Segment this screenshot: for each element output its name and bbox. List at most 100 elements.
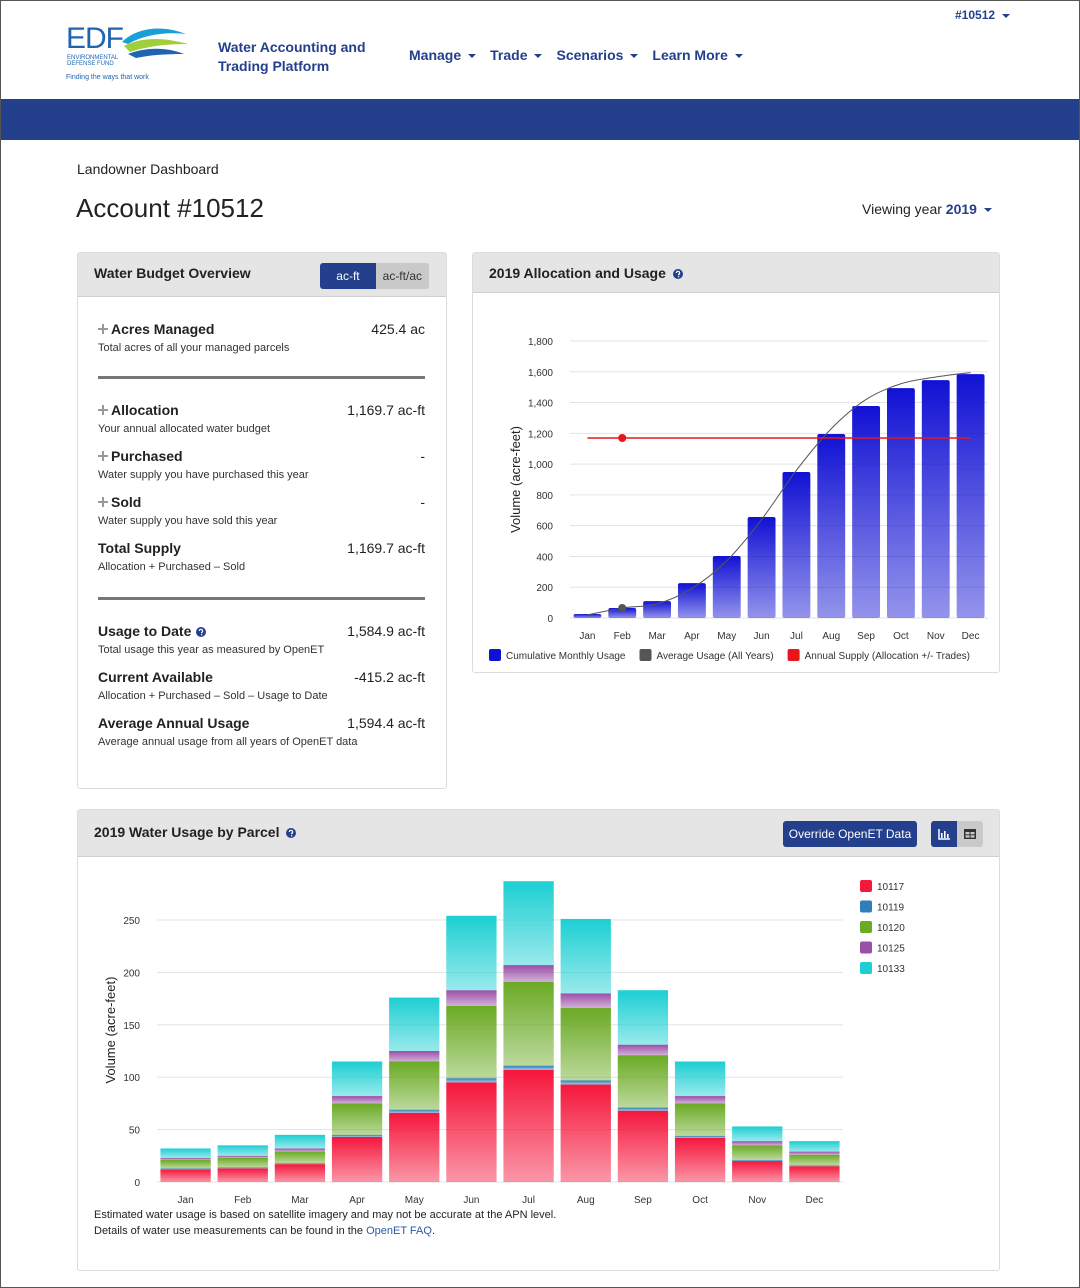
faq-link[interactable]: OpenET FAQ (366, 1225, 432, 1237)
expand-icon[interactable] (98, 497, 108, 507)
bar (274, 1163, 326, 1165)
row-value: -415.2 ac-ft (354, 669, 425, 685)
bar (747, 517, 776, 618)
x-tick-label: Oct (893, 631, 909, 642)
bar (160, 1169, 211, 1182)
y-tick-label: 200 (536, 583, 553, 594)
bar (560, 1008, 611, 1081)
row-label: Acres Managed (111, 321, 215, 337)
override-button[interactable]: Override OpenET Data (783, 821, 917, 847)
bar (503, 1065, 554, 1070)
legend-swatch (787, 649, 800, 661)
bar (160, 1157, 211, 1160)
row-value: 1,584.9 ac-ft (347, 623, 425, 639)
legend-label: Average Usage (All Years) (657, 651, 774, 662)
row-description: Total acres of all your managed parcels (98, 342, 290, 354)
bar (789, 1154, 840, 1166)
bar (617, 1055, 669, 1108)
expand-icon[interactable] (98, 324, 108, 334)
bar (789, 1141, 840, 1152)
nav-item[interactable]: Learn More (652, 47, 743, 63)
bar (886, 388, 915, 618)
bar (617, 1044, 669, 1056)
help-icon[interactable] (196, 627, 207, 637)
year: 2019 (945, 201, 977, 217)
x-tick-label: Jan (579, 631, 595, 642)
year-selector[interactable]: Viewing year 2019 (862, 201, 992, 217)
x-tick-label: Jul (790, 631, 803, 642)
logo-subtitle: ENVIRONMENTAL DEFENSE FUND (67, 55, 119, 67)
bar (503, 881, 554, 966)
bar (331, 1096, 383, 1104)
bar (389, 1061, 440, 1110)
table-view-button[interactable] (957, 821, 983, 847)
bar (331, 1134, 383, 1137)
bar (782, 471, 811, 618)
legend-label: 10117 (877, 882, 905, 893)
caret (1002, 13, 1011, 18)
bar (274, 1148, 326, 1152)
bar (217, 1145, 268, 1156)
bar (446, 915, 497, 991)
x-tick-label: Aug (822, 631, 840, 642)
legend-swatch (860, 880, 872, 892)
nav-item[interactable]: Trade (490, 47, 543, 63)
bar (617, 1110, 669, 1182)
nav-label: Scenarios (556, 47, 624, 63)
bar (921, 380, 950, 618)
expand-icon[interactable] (98, 451, 108, 461)
account-menu[interactable]: #10512 (955, 8, 1011, 22)
y-tick-label: 1,000 (528, 460, 553, 471)
x-tick-label: May (405, 1195, 424, 1206)
x-tick-label: Sep (857, 631, 875, 642)
help-icon[interactable] (672, 269, 683, 279)
x-tick-label: Nov (748, 1195, 766, 1206)
bar (446, 990, 497, 1006)
bar (389, 1109, 440, 1113)
bar (217, 1168, 268, 1182)
x-tick-label: Apr (349, 1195, 365, 1206)
chart-view-button[interactable] (931, 821, 957, 847)
bar (732, 1159, 783, 1162)
bar (674, 1137, 726, 1182)
x-tick-label: Dec (962, 631, 980, 642)
x-tick-label: May (717, 631, 736, 642)
y-tick-label: 600 (536, 522, 553, 533)
table-icon (964, 829, 976, 839)
bar (160, 1168, 211, 1170)
bar (217, 1167, 268, 1169)
unit-option[interactable]: ac-ft (320, 263, 376, 289)
x-tick-label: Jun (754, 631, 770, 642)
y-tick-label: 200 (123, 968, 140, 979)
x-tick-label: Feb (234, 1195, 252, 1206)
nav-item[interactable]: Scenarios (556, 47, 639, 63)
legend-swatch (860, 921, 872, 933)
bar (446, 1078, 497, 1083)
bar (560, 1084, 611, 1182)
note-end: . (431, 1225, 435, 1237)
caret (734, 54, 743, 59)
unit-option[interactable]: ac-ft/ac (375, 263, 429, 289)
row-description: Your annual allocated water budget (98, 423, 271, 435)
y-tick-label: 50 (129, 1126, 141, 1137)
budget-body: Acres Managed 425.4 ac Total acres of all … (78, 297, 446, 760)
bar (608, 607, 637, 618)
legend-swatch (860, 962, 872, 974)
breadcrumb: Landowner Dashboard (77, 161, 219, 177)
caret (468, 54, 477, 59)
bar (674, 1061, 726, 1097)
bar (573, 613, 602, 618)
legend-swatch (860, 941, 872, 954)
row-label: Purchased (111, 448, 183, 464)
budget-row: Average Annual Usage 1,594.4 ac-ft Average… (98, 714, 425, 760)
expand-icon[interactable] (98, 405, 108, 415)
bar (274, 1164, 326, 1182)
tagline: Finding the ways that work (66, 74, 149, 81)
banner (1, 99, 1079, 140)
help-icon[interactable] (286, 828, 297, 838)
nav-item[interactable]: Manage (409, 47, 477, 63)
card-title: 2019 Water Usage by Parcel (94, 824, 280, 840)
bar (217, 1155, 268, 1158)
legend-swatch (639, 649, 652, 661)
row-label-line: Acres Managed (98, 320, 425, 338)
